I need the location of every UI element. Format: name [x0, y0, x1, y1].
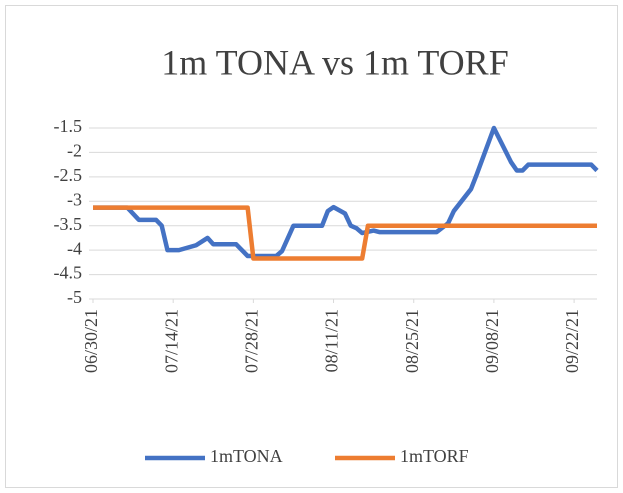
- x-tick-label: 09/08/21: [482, 309, 502, 373]
- y-tick-label: -5: [67, 287, 82, 307]
- x-tick-label: 07/28/21: [241, 309, 261, 373]
- y-tick-label: -3: [67, 189, 82, 209]
- y-tick-label: -1.5: [54, 116, 83, 136]
- y-tick-label: -4.5: [54, 263, 83, 283]
- chart-border: [5, 5, 618, 488]
- y-tick-label: -2: [67, 141, 82, 161]
- line-series: [93, 205, 597, 261]
- chart-title: 1m TONA vs 1m TORF: [161, 42, 508, 82]
- legend-label: 1mTONA: [210, 446, 283, 466]
- x-tick-label: 07/14/21: [161, 309, 181, 373]
- legend-label: 1mTORF: [400, 446, 469, 466]
- y-tick-label: -2.5: [54, 165, 83, 185]
- y-tick-label: -4: [67, 238, 82, 258]
- x-tick-label: 08/11/21: [322, 309, 342, 372]
- x-tick-label: 06/30/21: [81, 309, 101, 373]
- x-tick-label: 09/22/21: [562, 309, 582, 373]
- y-tick-label: -3.5: [54, 214, 83, 234]
- line-series: [93, 125, 599, 259]
- x-tick-label: 08/25/21: [402, 309, 422, 373]
